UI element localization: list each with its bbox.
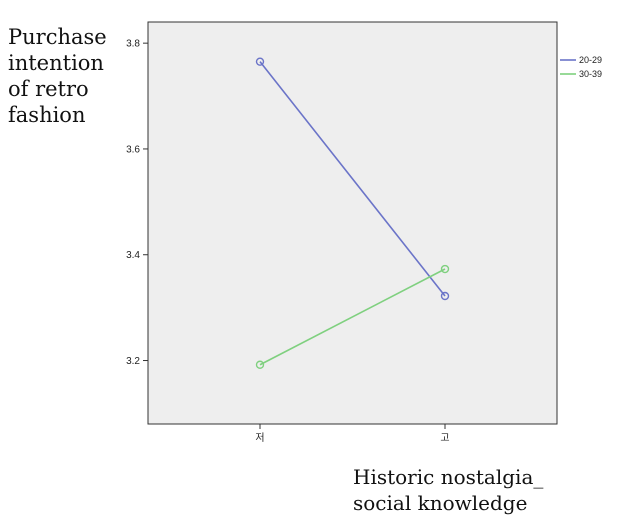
- data-point: [440, 264, 450, 274]
- data-point: [255, 57, 265, 66]
- y-tick-label: 3.2: [126, 356, 140, 367]
- y-tick-label: 3.4: [126, 250, 140, 261]
- y-tick-label: 3.6: [126, 144, 140, 155]
- legend-label: 20-29: [579, 55, 602, 65]
- y-axis-label: Purchase intention of retro fashion: [8, 25, 113, 127]
- x-tick-label: 저: [255, 432, 264, 444]
- y-axis-label-line-4: fashion: [8, 103, 85, 127]
- plot-area: [147, 21, 558, 425]
- series-line-30-39: [259, 268, 446, 366]
- y-tick-label: 3.8: [126, 39, 140, 50]
- x-axis-label-line-1: Historic nostalgia_: [353, 465, 543, 489]
- data-point: [440, 291, 450, 301]
- y-axis-ticks: 3.2 3.4 3.6 3.8: [126, 39, 148, 367]
- data-point: [255, 360, 265, 369]
- legend-label: 30-39: [579, 69, 602, 79]
- y-axis-label-line-1: Purchase: [8, 25, 107, 49]
- legend: 20-29 30-39: [560, 55, 602, 79]
- x-axis-label-line-2: social knowledge: [353, 491, 527, 515]
- y-axis-label-line-3: of retro: [8, 77, 89, 101]
- x-tick-label: 고: [440, 433, 449, 444]
- x-axis-label: Historic nostalgia_ social knowledge: [353, 465, 550, 515]
- series-layer: [255, 57, 450, 369]
- series-line-20-29: [259, 61, 446, 297]
- y-axis-label-line-2: intention: [8, 51, 104, 75]
